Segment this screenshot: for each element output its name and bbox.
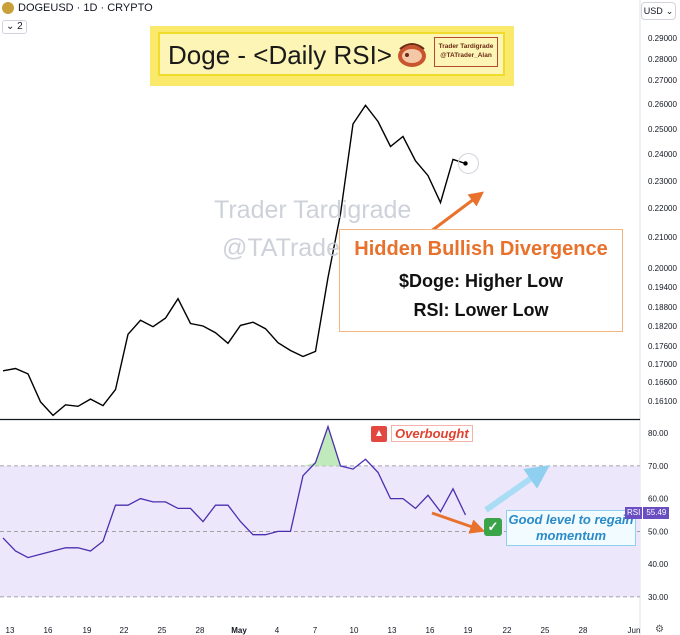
- time-tick-label: 25: [158, 626, 167, 635]
- time-axis: 13 16 19 22 25 28 May 4 7 10 13 16 19 22 25 28 Jun: [6, 626, 641, 635]
- tardigrade-logo-icon: [398, 43, 426, 67]
- momentum-arrow: [484, 465, 550, 513]
- checkmark-icon: ✓: [484, 518, 502, 536]
- price-tick-label: 0.23000: [648, 177, 677, 186]
- symbol-row[interactable]: DOGEUSD · 1D · CRYPTO: [2, 2, 153, 14]
- logo-handle-box: Trader Tardigrade @TATrader_Alan: [434, 37, 498, 67]
- time-tick-label: May: [231, 626, 247, 635]
- price-tick-label: 0.16600: [648, 378, 677, 387]
- annotation-arrows: [429, 191, 550, 534]
- price-tick-label: 0.16100: [648, 397, 677, 406]
- time-tick-label: 28: [579, 626, 588, 635]
- rsi-tick-label: 80.00: [648, 429, 669, 438]
- doge-coin-icon: [2, 2, 14, 14]
- siren-icon: ▲: [371, 425, 387, 442]
- price-tick-label: 0.22000: [648, 204, 677, 213]
- price-tick-label: 0.29000: [648, 34, 677, 43]
- price-tick-label: 0.20000: [648, 264, 677, 273]
- price-panel: [2, 104, 479, 417]
- watermark-line1: Trader Tardigrade: [214, 196, 412, 224]
- indicator-count: 2: [17, 21, 23, 32]
- time-tick-label: 10: [350, 626, 359, 635]
- price-tick-label: 0.18800: [648, 303, 677, 312]
- price-tick-label: 0.27000: [648, 76, 677, 85]
- time-tick-label: 25: [541, 626, 550, 635]
- title-banner-inner: Doge - <Daily RSI> Trader Tardigrade @TA…: [158, 32, 505, 76]
- last-price-ring: [458, 152, 479, 174]
- rsi-tag-name: RSI: [625, 506, 643, 519]
- chevron-down-icon: ⌄: [665, 5, 674, 16]
- time-tick-label: 4: [275, 626, 280, 635]
- price-tick-label: 0.17600: [648, 342, 677, 351]
- time-tick-label: 13: [6, 626, 15, 635]
- overbought-label: ▲ Overbought: [371, 425, 473, 442]
- good-level-arrow: [431, 511, 486, 534]
- time-tick-label: 13: [388, 626, 397, 635]
- rsi-tick-label: 70.00: [648, 462, 669, 471]
- divergence-rsi-line: RSI: Lower Low: [413, 300, 549, 320]
- last-price-dot: [463, 161, 468, 166]
- currency-label: USD: [643, 6, 663, 16]
- time-tick-label: 22: [503, 626, 512, 635]
- chart-header: DOGEUSD · 1D · CRYPTO ⌄ 2: [0, 0, 640, 34]
- rsi-axis: 80.00 70.00 60.00 50.00 40.00 30.00: [648, 429, 669, 602]
- price-tick-label: 0.21000: [648, 233, 677, 242]
- price-tick-label: 0.26000: [648, 100, 677, 109]
- divergence-title: Hidden Bullish Divergence: [354, 238, 608, 260]
- time-tick-label: 19: [464, 626, 473, 635]
- symbol-label: DOGEUSD · 1D · CRYPTO: [18, 2, 153, 14]
- currency-button[interactable]: USD ⌄: [641, 2, 676, 20]
- price-tick-label: 0.18200: [648, 322, 677, 331]
- logo-handle-line1: Trader Tardigrade: [438, 43, 494, 50]
- rsi-line: [2, 424, 467, 559]
- divergence-price-line: $Doge: Higher Low: [398, 271, 563, 291]
- overbought-text: Overbought: [391, 425, 473, 442]
- price-tick-label: 0.24000: [648, 150, 677, 159]
- price-tick-label: 0.28000: [648, 55, 677, 64]
- rsi-value-tag: RSI 55.49: [625, 506, 670, 519]
- price-line: [2, 104, 466, 417]
- logo-handle-line2: @TATrader_Alan: [440, 52, 492, 59]
- rsi-tick-label: 30.00: [648, 593, 669, 602]
- rsi-tick-label: 40.00: [648, 560, 669, 569]
- time-tick-label: Jun: [628, 626, 641, 635]
- rsi-tag-value: 55.49: [643, 506, 670, 519]
- chevron-down-icon: ⌄: [6, 21, 15, 32]
- title-text: Doge - <Daily RSI>: [168, 40, 392, 70]
- gear-icon[interactable]: ⚙: [655, 624, 664, 635]
- time-tick-label: 19: [83, 626, 92, 635]
- divergence-note: Hidden Bullish Divergence $Doge: Higher …: [339, 229, 623, 332]
- rsi-tick-label: 50.00: [648, 527, 669, 536]
- time-tick-label: 22: [120, 626, 129, 635]
- price-tick-label: 0.19400: [648, 283, 677, 292]
- time-tick-label: 16: [426, 626, 435, 635]
- divergence-arrow: [429, 191, 484, 234]
- price-tick-label: 0.25000: [648, 125, 677, 134]
- good-level-label: Good level to regain momentum: [506, 510, 636, 546]
- rsi-tick-label: 60.00: [648, 495, 669, 504]
- overbought-fill: [303, 426, 353, 466]
- price-tick-label: 0.17000: [648, 360, 677, 369]
- time-tick-label: 7: [313, 626, 318, 635]
- indicator-toggle[interactable]: ⌄ 2: [2, 20, 27, 34]
- watermark-line2: @TATrader_Alan: [222, 234, 340, 262]
- time-tick-label: 16: [44, 626, 53, 635]
- time-tick-label: 28: [196, 626, 205, 635]
- title-banner: Doge - <Daily RSI> Trader Tardigrade @TA…: [150, 26, 514, 86]
